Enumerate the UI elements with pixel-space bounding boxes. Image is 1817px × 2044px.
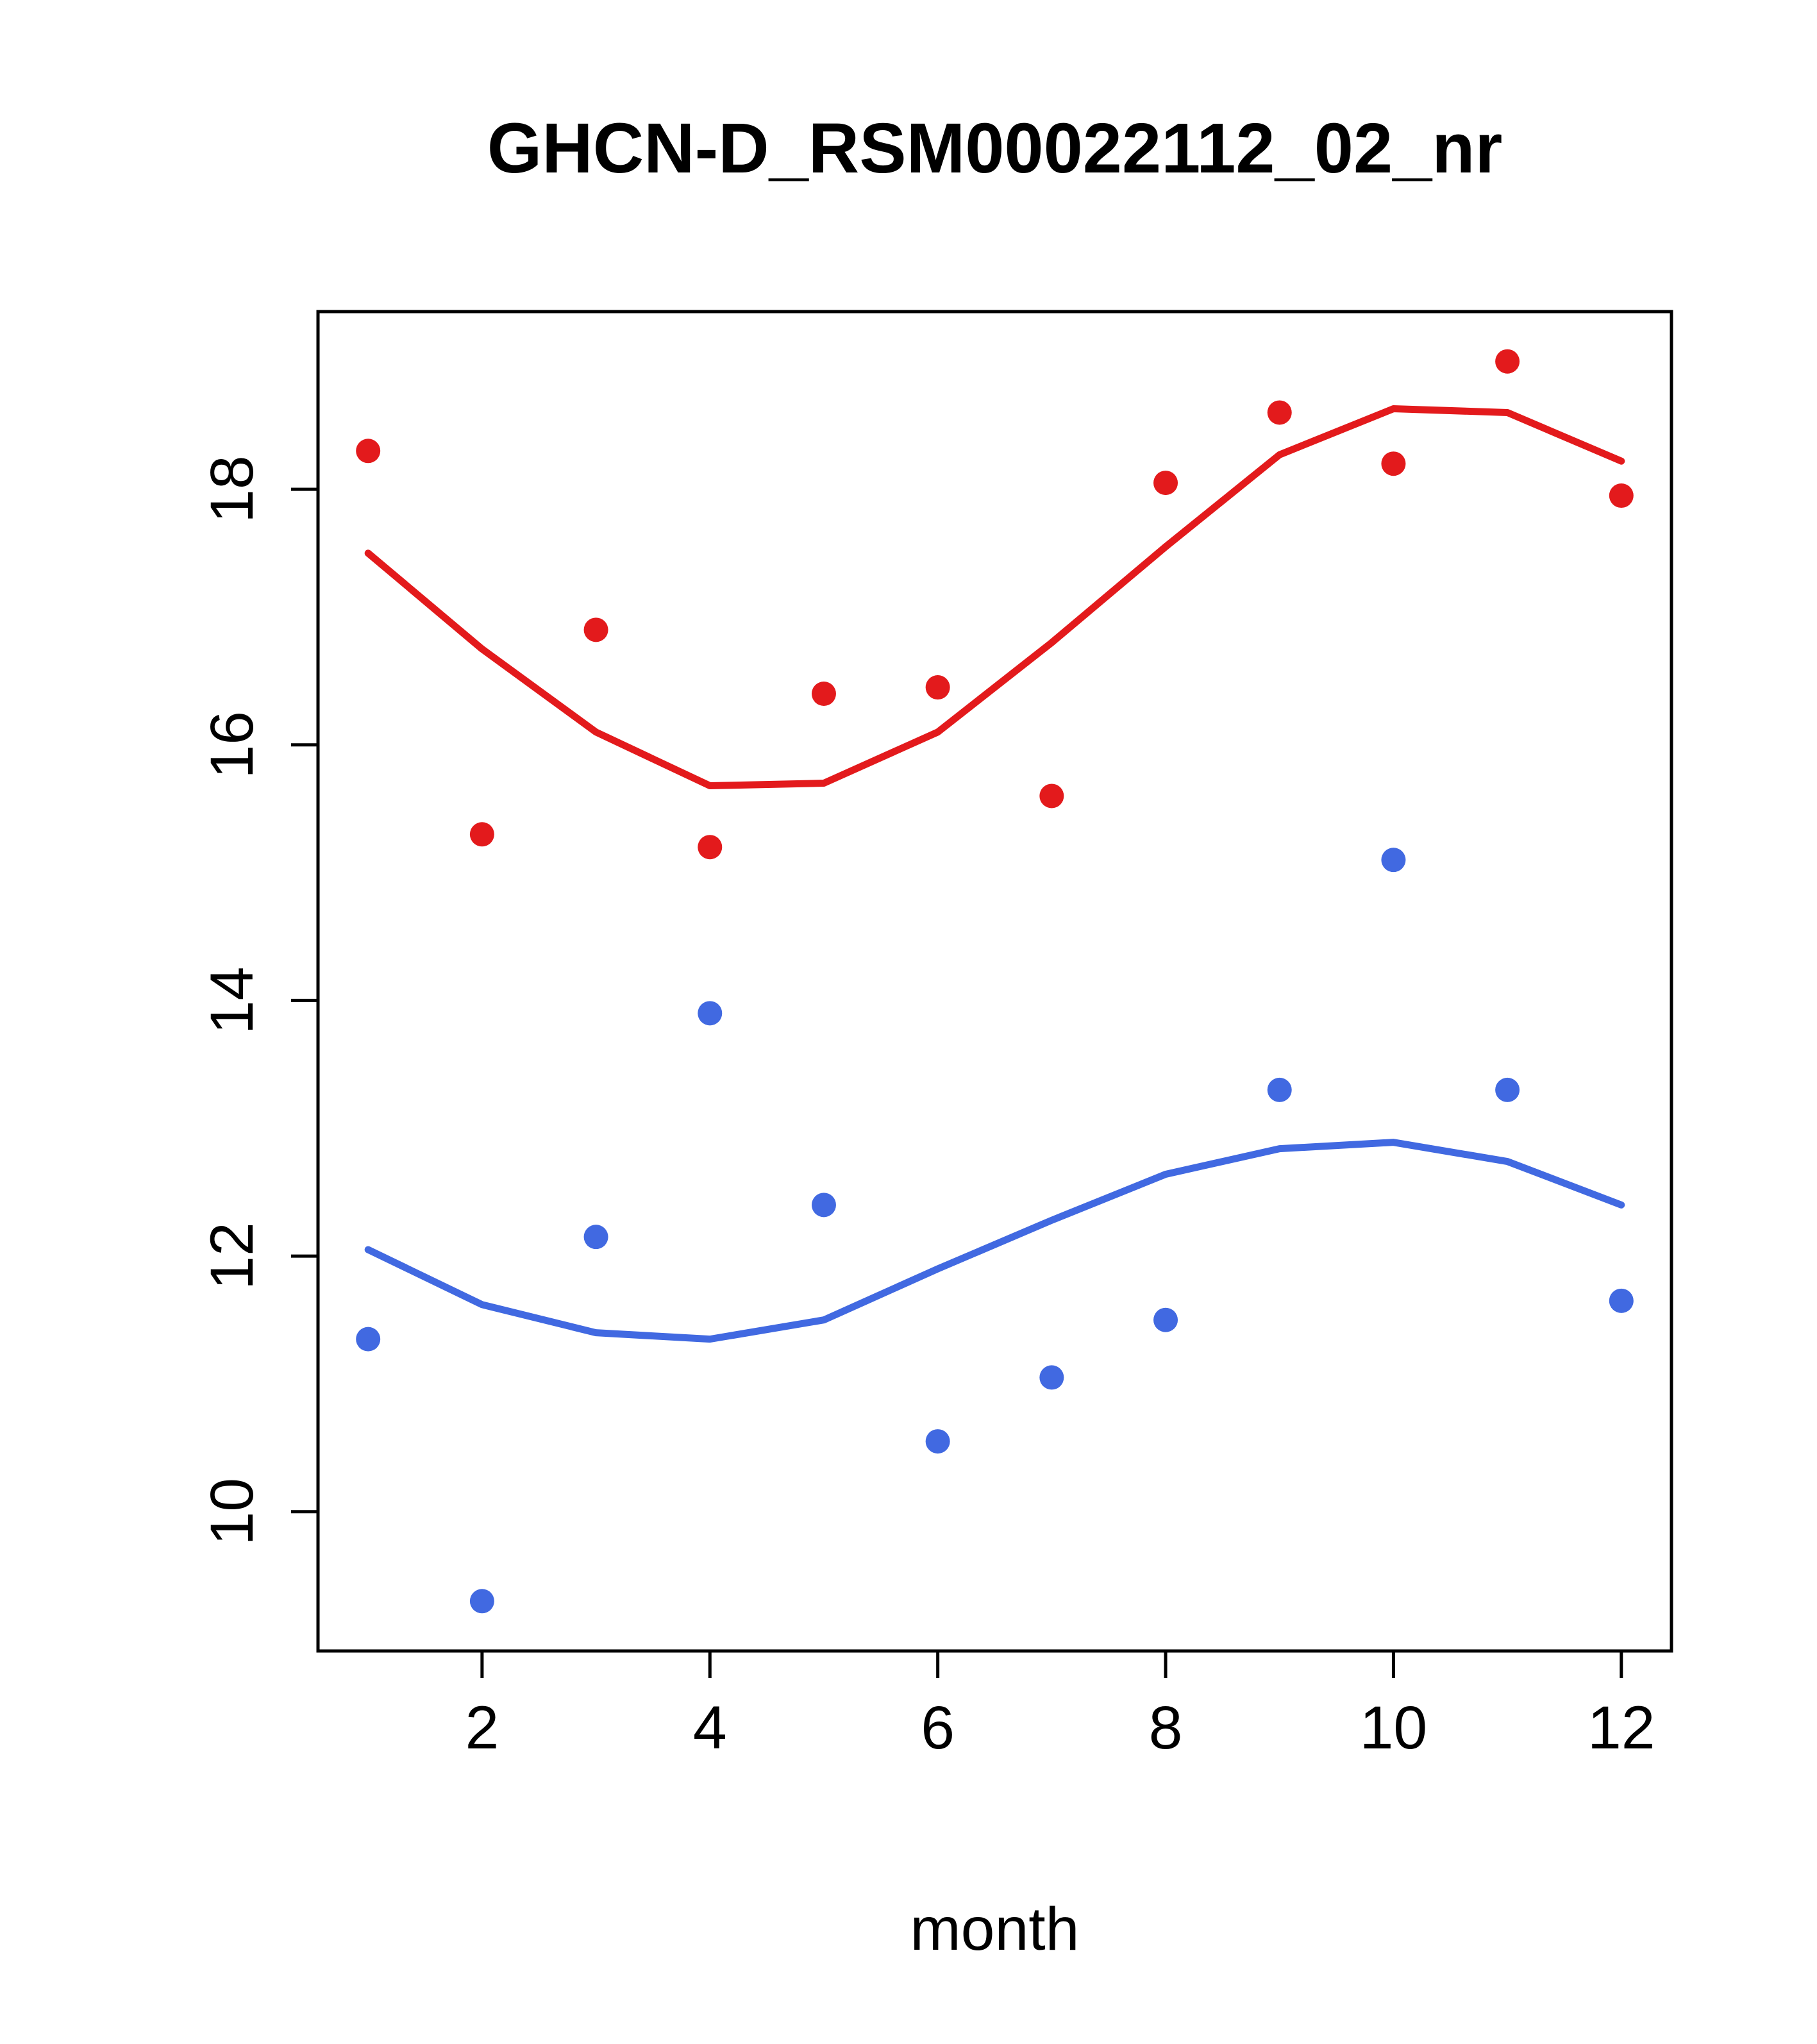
lower-smooth-line [364,1139,1625,1343]
lower-point [925,1429,950,1454]
y-tick-label: 16 [198,711,266,779]
upper-point [1609,483,1634,508]
lower-point [583,1225,608,1250]
upper-smooth-line [364,405,1625,790]
y-tick-label: 14 [198,967,266,1035]
upper-point [1039,783,1064,808]
y-tick-label: 10 [198,1478,266,1546]
x-axis-title: month [910,1895,1080,1963]
x-tick-label: 6 [921,1694,955,1762]
x-tick-label: 12 [1587,1694,1655,1762]
upper-point [1381,451,1406,476]
upper-point [925,675,950,700]
chart-title: GHCN-D_RSM00022112_02_nr [487,109,1503,188]
upper-point [469,822,494,847]
plot-border [316,310,1673,1653]
lower-point [1495,1077,1520,1102]
lower-point [1609,1288,1634,1313]
upper-point [1495,349,1520,374]
x-tick-label: 2 [465,1694,499,1762]
upper-point [1153,471,1178,496]
lower-point [469,1589,494,1614]
upper-point [811,682,836,707]
lower-point [698,1001,723,1026]
y-tick-label: 12 [198,1222,266,1290]
upper-point [356,439,381,464]
upper-point [583,617,608,642]
upper-point [698,835,723,860]
lower-point [811,1193,836,1218]
upper-point [1267,400,1292,425]
lower-point [1267,1077,1292,1102]
lower-point [1153,1307,1178,1332]
x-tick-label: 8 [1149,1694,1183,1762]
lower-point [1381,848,1406,873]
x-tick-label: 4 [693,1694,727,1762]
lower-point [356,1327,381,1352]
y-tick-label: 18 [198,455,266,523]
lower-point [1039,1365,1064,1390]
x-tick-label: 10 [1360,1694,1428,1762]
